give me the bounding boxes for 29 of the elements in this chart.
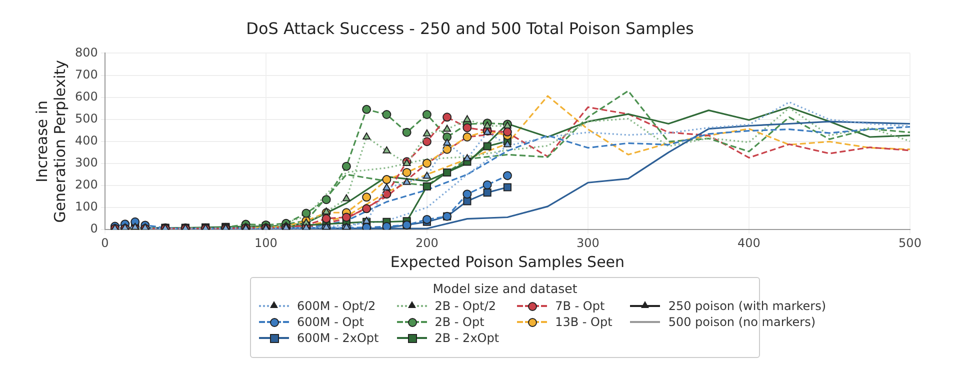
x-tick-label: 0 <box>101 236 109 250</box>
y-tick-label: 800 <box>75 45 98 60</box>
y-axis-title: Increase in Generation Perplexity <box>32 60 69 223</box>
y-tick-label: 500 <box>75 111 98 126</box>
y-tick-label: 0 <box>90 222 98 236</box>
legend-label: 2B - 2xOpt <box>434 331 500 345</box>
x-tick-label: 100 <box>254 236 278 250</box>
y-tick-label: 700 <box>75 67 98 82</box>
legend-label: 13B - Opt <box>555 315 612 329</box>
legend-label: 600M - 2xOpt <box>297 331 379 345</box>
y-tick-label: 600 <box>75 89 98 104</box>
x-tick-label: 500 <box>898 236 922 250</box>
y-tick-label: 100 <box>75 200 98 214</box>
legend-label: 2B - Opt/2 <box>434 299 496 313</box>
x-tick-label: 300 <box>576 236 600 250</box>
legend-label: 600M - Opt <box>297 315 364 329</box>
legend-label: 7B - Opt <box>555 299 605 313</box>
y-tick-label: 400 <box>75 134 98 148</box>
legend-label: 600M - Opt/2 <box>297 299 376 313</box>
legend-label: 250 poison (with markers) <box>668 299 826 313</box>
legend-label: 2B - Opt <box>434 315 484 329</box>
legend-label: 500 poison (no markers) <box>668 315 816 329</box>
x-tick-label: 200 <box>415 236 438 250</box>
x-axis-title: Expected Poison Samples Seen <box>390 252 625 271</box>
x-tick-label: 400 <box>738 236 760 250</box>
y-tick-label: 300 <box>75 156 98 170</box>
legend-title: Model size and dataset <box>432 281 578 296</box>
chart-title: DoS Attack Success - 250 and 500 Total Poison Samples <box>246 18 694 38</box>
y-tick-label: 200 <box>75 178 98 192</box>
